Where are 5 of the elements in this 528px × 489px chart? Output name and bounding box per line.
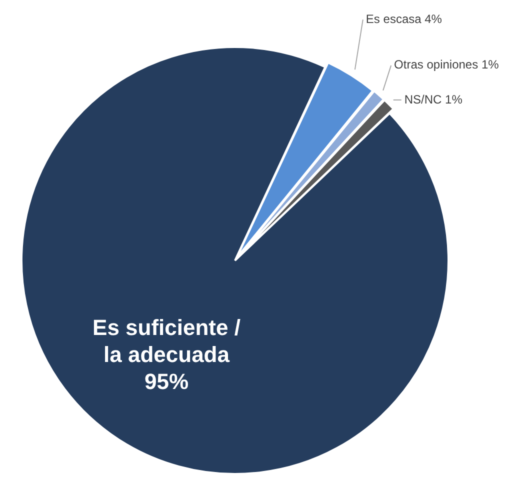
slice-label: NS/NC 1% [404,92,463,106]
data-label: 95% [144,368,189,394]
slice-label: Es suficiente / la adecuada [92,314,240,367]
slice-label: Es escasa 4% [366,12,442,26]
slice-label: Otras opiniones 1% [394,58,500,72]
